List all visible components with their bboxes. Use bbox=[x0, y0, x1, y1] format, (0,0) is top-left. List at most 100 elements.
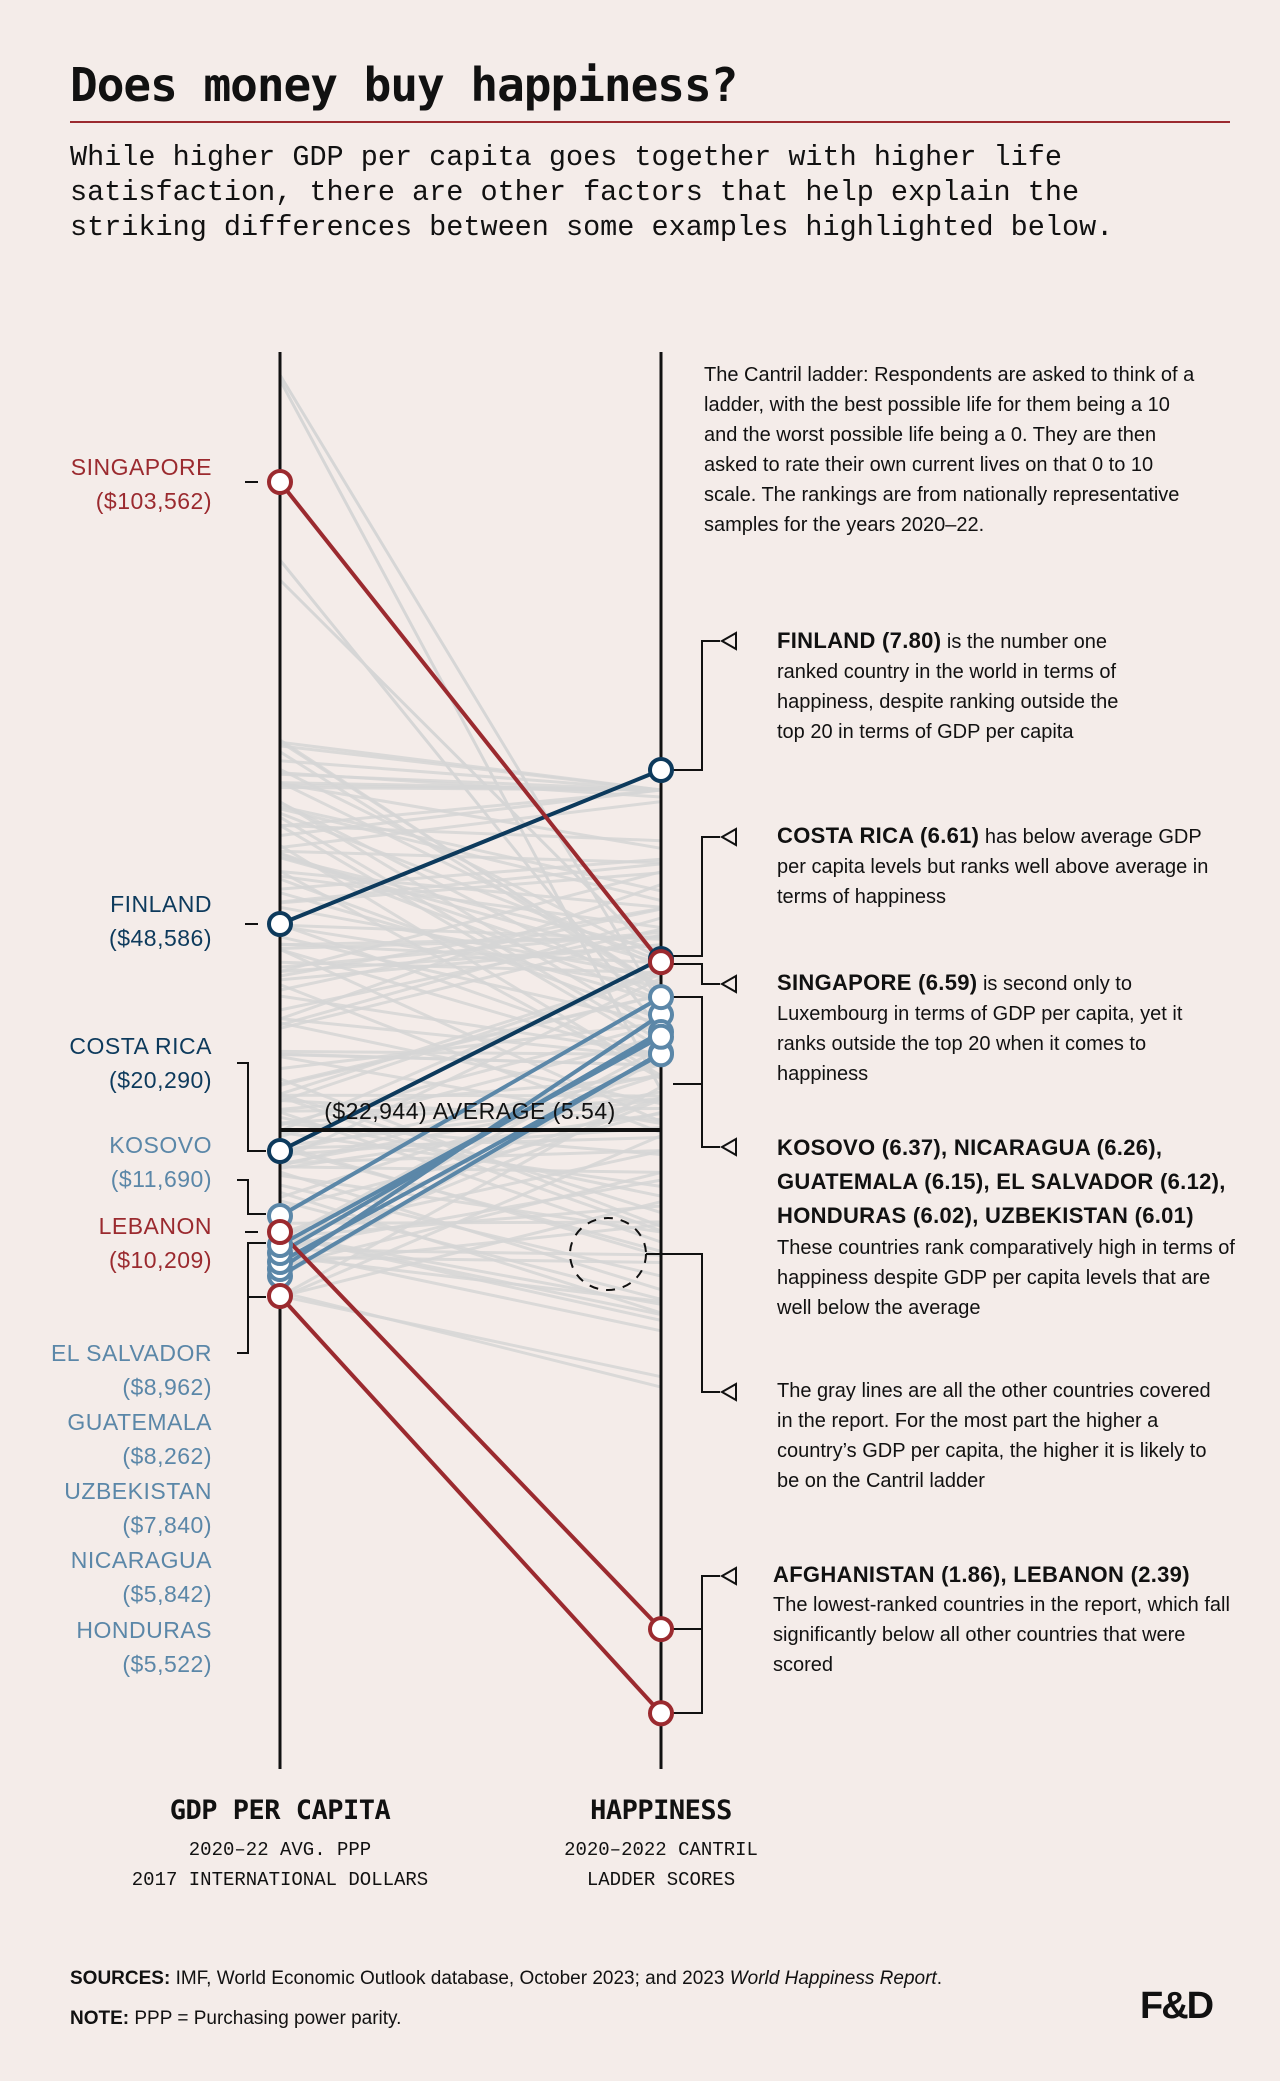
gray-line bbox=[279, 942, 662, 965]
connector-costa-rica bbox=[673, 836, 720, 957]
annotation-singapore: SINGAPORE (6.59) is second only to Luxem… bbox=[777, 968, 1197, 1089]
line-costa-rica bbox=[279, 957, 662, 1153]
sources-note: SOURCES: IMF, World Economic Outlook dat… bbox=[70, 1968, 942, 1990]
annotation-lowest: AFGHANISTAN (1.86), LEBANON (2.39) The lo… bbox=[773, 1560, 1233, 1680]
gray-line bbox=[279, 943, 662, 973]
highlight-lines-group bbox=[278, 480, 663, 1715]
title-divider bbox=[70, 121, 1230, 123]
country-name: LEBANON bbox=[98, 1213, 212, 1239]
fd-logo: F&D bbox=[1140, 1985, 1214, 2027]
annotation-head: FINLAND (7.80) bbox=[777, 628, 942, 653]
gdp-marker-lebanon bbox=[267, 1219, 293, 1245]
gray-line bbox=[279, 1170, 662, 1292]
gray-line bbox=[279, 983, 662, 1134]
line-kosovo bbox=[279, 995, 662, 1218]
pointer-costa-rica-icon bbox=[719, 827, 737, 847]
ppp-note: NOTE: PPP = Purchasing power parity. bbox=[70, 2008, 401, 2030]
cantril-explainer: The Cantril ladder: Respondents are aske… bbox=[704, 364, 1195, 536]
gdp-value: ($5,522) bbox=[122, 1651, 212, 1677]
line-afghanistan bbox=[278, 1294, 663, 1715]
annotation-body: These countries rank comparatively high … bbox=[777, 1237, 1235, 1319]
gdp-value: ($8,262) bbox=[122, 1443, 212, 1469]
bracket-costa-rica bbox=[237, 1062, 266, 1152]
annotation-head: SINGAPORE (6.59) bbox=[777, 970, 978, 995]
line-singapore bbox=[278, 480, 663, 964]
line-finland bbox=[279, 768, 662, 926]
connector-gray bbox=[646, 1253, 720, 1393]
annotation-body: is the number one ranked country in the … bbox=[777, 631, 1119, 743]
gdp-marker-afghanistan bbox=[267, 1283, 293, 1309]
annotation-head: COSTA RICA (6.61) bbox=[777, 823, 980, 848]
gray-line bbox=[279, 1249, 662, 1333]
gdp-value: ($8,962) bbox=[122, 1374, 212, 1400]
country-name: SINGAPORE bbox=[70, 454, 212, 480]
gray-line bbox=[279, 800, 662, 849]
country-name: HONDURAS bbox=[76, 1617, 212, 1643]
gdp-marker-singapore bbox=[267, 469, 293, 495]
gray-line bbox=[279, 1173, 662, 1234]
gdp-value: ($5,842) bbox=[122, 1581, 212, 1607]
gray-line bbox=[279, 767, 662, 960]
annotation-body: is second only to Luxembourg in terms of… bbox=[777, 973, 1183, 1085]
pointer-gray-icon bbox=[719, 1382, 737, 1402]
average-label: ($22,944) AVERAGE (5.54) bbox=[324, 1098, 616, 1124]
happiness-marker-singapore bbox=[648, 949, 674, 976]
sources-report-title: World Happiness Report bbox=[729, 1968, 937, 1989]
gray-line bbox=[279, 1200, 662, 1299]
annotation-body: The lowest-ranked countries in the repor… bbox=[773, 1594, 1230, 1676]
gray-line bbox=[279, 1077, 662, 1228]
gray-line bbox=[279, 1055, 662, 1125]
gdp-value: ($48,586) bbox=[109, 925, 212, 951]
country-name: COSTA RICA bbox=[69, 1033, 212, 1059]
gray-line bbox=[279, 740, 662, 792]
country-name: KOSOVO bbox=[109, 1132, 212, 1158]
happiness-axis-title: HAPPINESS bbox=[590, 1795, 732, 1826]
gray-line bbox=[279, 862, 662, 904]
gray-line bbox=[279, 759, 662, 792]
gdp-label-finland: FINLAND ($48,586) bbox=[109, 887, 212, 955]
gray-line bbox=[279, 1090, 662, 1166]
gray-line bbox=[279, 1085, 662, 1298]
annotation-head: KOSOVO (6.37), NICARAGUA (6.26), GUATEMA… bbox=[777, 1135, 1226, 1228]
gray-lines-group bbox=[278, 374, 663, 1389]
gray-line bbox=[279, 1290, 662, 1389]
gray-line bbox=[279, 1022, 662, 1127]
gray-line bbox=[279, 907, 662, 992]
gdp-axis-title: GDP PER CAPITA bbox=[169, 1795, 391, 1826]
connector-singapore bbox=[673, 963, 720, 985]
line-uzbekistan bbox=[279, 1052, 662, 1264]
country-name: NICARAGUA bbox=[70, 1547, 212, 1573]
sources-end: . bbox=[936, 1968, 942, 1989]
gray-line bbox=[279, 782, 662, 850]
gdp-label-nicaragua: NICARAGUA ($5,842) bbox=[71, 1543, 212, 1611]
country-name: EL SALVADOR bbox=[50, 1340, 212, 1366]
gdp-axis-subtitle: 2020–22 AVG. PPP 2017 INTERNATIONAL DOLL… bbox=[131, 1839, 429, 1891]
country-name: GUATEMALA bbox=[67, 1409, 212, 1435]
bracket-kosovo bbox=[237, 1179, 266, 1215]
gray-line bbox=[279, 1204, 662, 1239]
gray-line bbox=[279, 824, 662, 1050]
gdp-value: ($20,290) bbox=[109, 1067, 212, 1093]
line-lebanon bbox=[278, 1230, 663, 1631]
gray-line bbox=[279, 960, 662, 975]
gray-line bbox=[278, 379, 663, 1091]
gray-line bbox=[279, 849, 662, 865]
note-text: PPP = Purchasing power parity. bbox=[129, 2008, 402, 2029]
happiness-axis-subtitle: 2020–2022 CANTRIL LADDER SCORES bbox=[564, 1839, 758, 1891]
gray-line bbox=[279, 905, 662, 979]
happiness-marker-kosovo bbox=[648, 984, 674, 1011]
gray-line bbox=[279, 874, 662, 929]
annotation-finland: FINLAND (7.80) is the number one ranked … bbox=[777, 626, 1137, 747]
gdp-label-uzbekistan: UZBEKISTAN ($7,840) bbox=[64, 1474, 212, 1542]
gdp-value: ($7,840) bbox=[122, 1512, 212, 1538]
connector-finland bbox=[673, 640, 720, 771]
pointer-finland-icon bbox=[719, 631, 737, 651]
gray-line bbox=[279, 856, 662, 965]
gdp-label-el-salvador: EL SALVADOR ($8,962) bbox=[51, 1336, 212, 1404]
happiness-marker-lebanon bbox=[648, 1616, 674, 1643]
country-name: FINLAND bbox=[110, 891, 212, 917]
gray-line bbox=[279, 1165, 662, 1174]
page-title: Does money buy happiness? bbox=[70, 58, 738, 112]
happiness-marker-afghanistan bbox=[648, 1700, 674, 1727]
annotation-group: KOSOVO (6.37), NICARAGUA (6.26), GUATEMA… bbox=[777, 1131, 1247, 1323]
